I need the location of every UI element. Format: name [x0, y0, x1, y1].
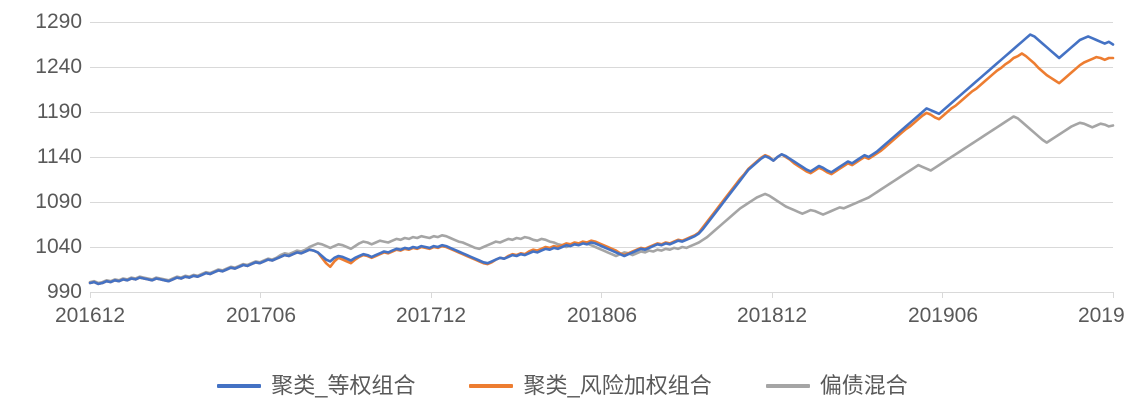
y-tick-label: 1240 [35, 55, 82, 78]
x-tick-label: 201806 [566, 304, 638, 327]
x-tick-mark [260, 292, 261, 298]
x-tick-label: 201906 [907, 304, 979, 327]
legend-item-bond-hybrid[interactable]: 偏债混合 [765, 373, 908, 398]
x-tick-label: 201912 [1077, 304, 1125, 327]
gridline [90, 202, 1113, 203]
series-line-3 [88, 115, 1115, 285]
x-tick-label: 201712 [395, 304, 467, 327]
legend-label: 偏债混合 [819, 373, 908, 398]
legend-swatch-icon [469, 384, 514, 388]
chart-legend: 聚类_等权组合 聚类_风险加权组合 偏债混合 [0, 366, 1125, 406]
x-tick-label: 201612 [54, 304, 126, 327]
x-tick-mark [90, 292, 91, 298]
y-tick-label: 990 [46, 280, 82, 303]
x-tick-mark [601, 292, 602, 298]
gridline [90, 22, 1113, 23]
x-tick-label: 201706 [225, 304, 297, 327]
legend-label: 聚类_风险加权组合 [523, 373, 712, 398]
legend-item-risk-weight[interactable]: 聚类_风险加权组合 [469, 373, 712, 398]
legend-swatch-icon [765, 384, 810, 388]
x-tick-label: 201812 [736, 304, 808, 327]
series-line-1 [88, 33, 1115, 286]
legend-item-equal-weight[interactable]: 聚类_等权组合 [217, 374, 415, 398]
x-tick-mark [431, 292, 432, 298]
y-tick-label: 1090 [35, 190, 82, 213]
plot-area [88, 22, 1115, 292]
x-tick-mark [1113, 292, 1114, 298]
x-tick-mark [942, 292, 943, 298]
gridline [90, 112, 1113, 113]
y-tick-label: 1290 [35, 10, 82, 33]
legend-swatch-icon [217, 384, 262, 388]
gridline [90, 157, 1113, 158]
x-tick-mark [772, 292, 773, 298]
series-canvas [88, 33, 1115, 286]
gridline [90, 67, 1113, 68]
y-tick-label: 1140 [36, 145, 82, 168]
y-tick-label: 1040 [35, 235, 82, 258]
y-tick-label: 1190 [36, 100, 82, 123]
legend-label: 聚类_等权组合 [271, 373, 416, 398]
